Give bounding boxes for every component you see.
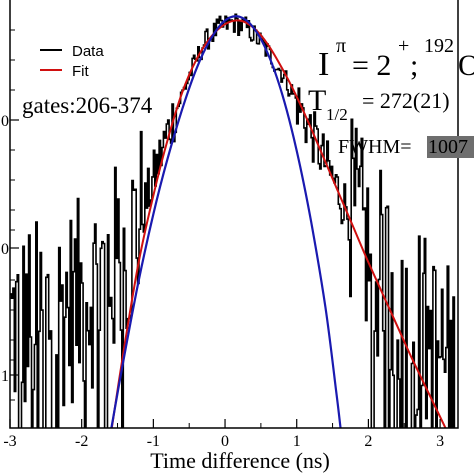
spin-plus: + <box>398 35 409 57</box>
nucleus-symbol: O <box>458 49 474 82</box>
gates-annotation: gates:206-374 <box>22 93 153 118</box>
series-blue-curve <box>110 15 342 428</box>
x-tick-label-3: 0 <box>221 433 229 450</box>
halflife-annotation: T 1/2 = 272(21) <box>308 84 450 124</box>
fwhm-highlight <box>427 136 474 158</box>
x-tick-label-4: 1 <box>293 433 301 450</box>
x-tick-label-1: -2 <box>75 433 88 450</box>
halflife-T: T <box>308 84 326 117</box>
y-tick-label-2: 1 <box>1 368 9 385</box>
series-fit-line <box>110 19 447 428</box>
mass-number: 192 <box>424 35 454 57</box>
fwhm-annotation: FWHM= 1007 <box>338 136 474 158</box>
spin-eq: = 2 <box>352 49 391 82</box>
spin-I: I <box>318 46 329 83</box>
spin-annotation: I π = 2 + ; 192 O <box>318 35 474 83</box>
x-tick-label-6: 3 <box>436 433 444 450</box>
y-tick-label-0: 0 <box>1 113 9 130</box>
legend-data-label: Data <box>72 43 104 60</box>
spin-pi: π <box>336 35 346 57</box>
series-data-line <box>10 13 456 428</box>
plot-frame <box>9 0 459 429</box>
fwhm-label: FWHM= <box>338 136 412 158</box>
x-tick-label-2: -1 <box>147 433 160 450</box>
fwhm-value: 1007 <box>428 136 468 158</box>
legend: Data Fit <box>40 43 104 80</box>
y-tick-label-1: 0 <box>1 241 9 258</box>
halflife-sub: 1/2 <box>326 105 348 124</box>
x-axis-title: Time difference (ns) <box>150 448 330 473</box>
spin-semi: ; <box>410 49 418 82</box>
x-tick-label-0: -3 <box>3 433 16 450</box>
x-tick-label-5: 2 <box>364 433 372 450</box>
legend-fit-label: Fit <box>72 63 89 80</box>
halflife-value: = 272(21) <box>362 88 450 113</box>
